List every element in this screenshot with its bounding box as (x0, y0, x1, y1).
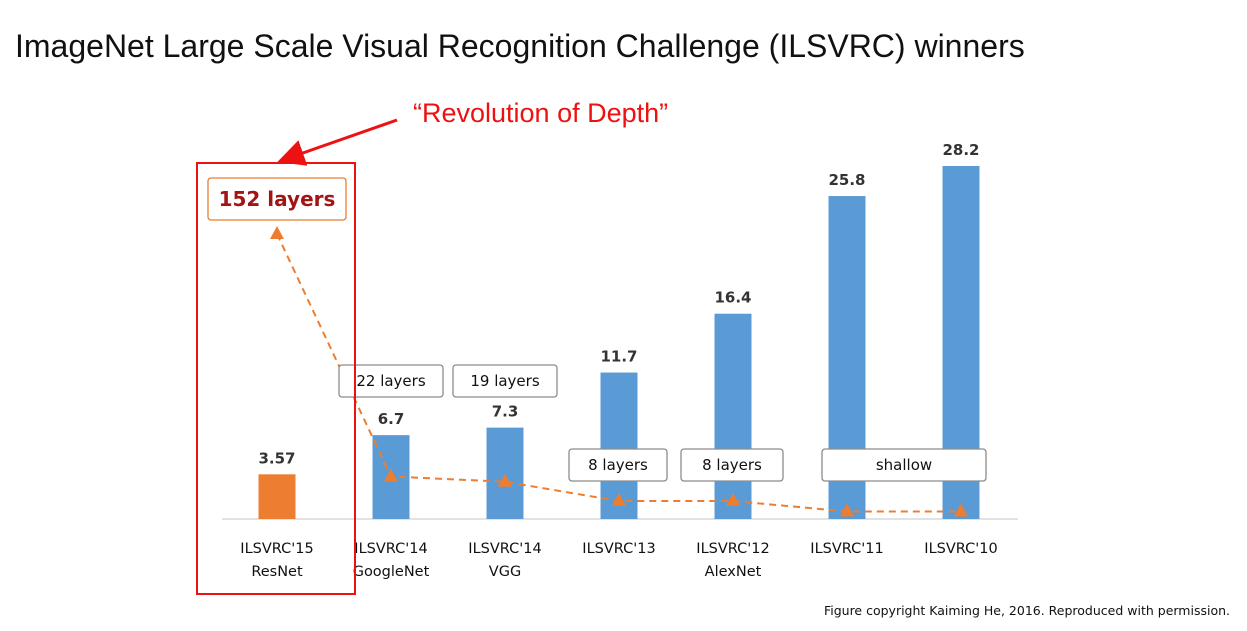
resnet-highlight-frame (196, 162, 356, 595)
value-label: 7.3 (492, 403, 519, 421)
depth-label-box (821, 448, 987, 482)
depth-label-box (207, 177, 347, 221)
callout-text: “Revolution of Depth” (413, 98, 668, 128)
bar (486, 427, 524, 519)
bar (258, 474, 296, 519)
page-title: ImageNet Large Scale Visual Recognition … (15, 28, 1025, 64)
depth-label: 8 layers (588, 456, 648, 474)
depth-label: 152 layers (219, 187, 336, 211)
x-tick-label: VGG (489, 564, 521, 580)
depth-label-box (338, 364, 444, 398)
depth-label-box (680, 448, 784, 482)
figure-credit: Figure copyright Kaiming He, 2016. Repro… (823, 603, 1230, 618)
depth-label-box (568, 448, 668, 482)
depth-marker (840, 503, 854, 517)
x-tick-label: GoogleNet (353, 564, 430, 580)
x-tick-label: ILSVRC'11 (810, 541, 883, 557)
depth-marker (726, 493, 740, 506)
depth-marker (612, 493, 626, 506)
depth-marker (954, 503, 968, 517)
depth-marker (498, 473, 512, 487)
depth-label: shallow (876, 456, 932, 474)
bar (714, 313, 752, 519)
value-label: 16.4 (714, 289, 751, 307)
x-tick-label: ILSVRC'13 (582, 541, 655, 557)
value-label: 28.2 (942, 141, 979, 159)
x-tick-label: AlexNet (705, 564, 762, 580)
depth-label: 22 layers (356, 372, 425, 390)
x-tick-label: ILSVRC'12 (696, 541, 769, 557)
callout-arrow (277, 118, 398, 166)
depth-marker (384, 468, 398, 482)
depth-label: 19 layers (470, 372, 539, 390)
x-tick-label: ILSVRC'15 (240, 541, 313, 557)
depth-marker (270, 226, 284, 239)
depth-label-box (452, 364, 558, 398)
x-tick-label: ILSVRC'14 (354, 541, 427, 557)
x-tick-label: ResNet (251, 564, 303, 580)
x-tick-label: ILSVRC'14 (468, 541, 541, 557)
value-label: 25.8 (828, 171, 865, 189)
value-label: 11.7 (600, 348, 637, 366)
value-label: 3.57 (258, 449, 295, 467)
x-tick-label: ILSVRC'10 (924, 541, 997, 557)
depth-label: 8 layers (702, 456, 762, 474)
value-label: 6.7 (378, 410, 405, 428)
